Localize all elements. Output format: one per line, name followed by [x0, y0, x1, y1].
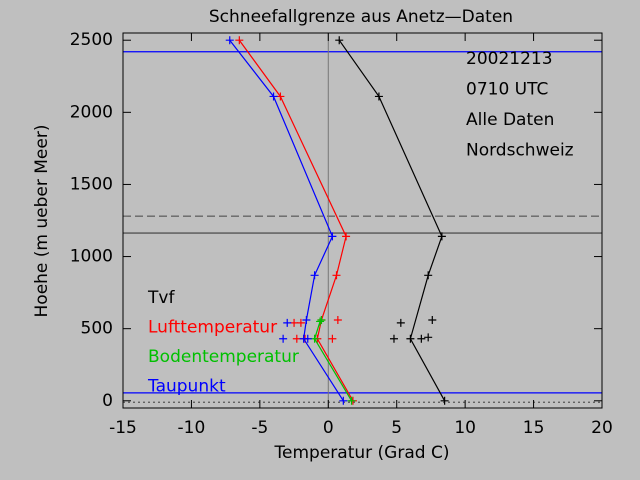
y-axis-label: Hoehe (m ueber Meer): [32, 125, 52, 318]
vertex-marker: [437, 232, 446, 241]
legend-label: Lufttemperatur: [148, 318, 277, 338]
vertex-marker: [335, 36, 344, 45]
point-marker: [296, 318, 305, 327]
y-tick-label: 2000: [70, 102, 113, 122]
y-tick-label: 500: [81, 319, 113, 339]
vertex-marker: [406, 334, 415, 343]
x-tick-label: -5: [251, 418, 268, 438]
vertex-marker: [347, 396, 356, 405]
x-tick-label: 20: [591, 418, 613, 438]
point-marker: [328, 334, 337, 343]
x-tick-label: 0: [323, 418, 334, 438]
x-tick-label: 15: [523, 418, 545, 438]
legend-label: Tvf: [147, 288, 175, 308]
annotation: 0710 UTC: [466, 80, 548, 100]
x-axis-label: Temperatur (Grad C): [274, 443, 450, 463]
annotation: Nordschweiz: [466, 141, 574, 161]
vertex-marker: [225, 36, 234, 45]
legend-label: Taupunkt: [147, 377, 226, 397]
point-marker: [389, 334, 398, 343]
plot-frame: [122, 32, 603, 409]
annotation: Alle Daten: [466, 110, 554, 130]
point-marker: [417, 334, 426, 343]
chart-title: Schneefallgrenze aus Anetz—Daten: [209, 7, 513, 27]
vertex-marker: [332, 271, 341, 280]
y-tick-label: 1000: [70, 247, 113, 267]
annotation: 20021213: [466, 49, 553, 69]
point-marker: [303, 334, 312, 343]
vertex-marker: [310, 271, 319, 280]
x-tick-label: 10: [454, 418, 476, 438]
point-marker: [283, 318, 292, 327]
vertex-marker: [316, 317, 325, 326]
point-marker: [428, 316, 437, 325]
vertex-marker: [342, 232, 351, 241]
y-tick-label: 0: [102, 391, 113, 411]
vertex-marker: [235, 36, 244, 45]
point-marker: [424, 333, 433, 342]
legend-label: Bodentemperatur: [148, 347, 299, 367]
vertex-marker: [310, 334, 319, 343]
vertex-marker: [339, 396, 348, 405]
vertex-marker: [302, 316, 311, 325]
point-marker: [396, 318, 405, 327]
x-tick-label: -15: [109, 418, 137, 438]
point-marker: [290, 318, 299, 327]
point-marker: [333, 316, 342, 325]
x-tick-label: -10: [178, 418, 206, 438]
point-marker: [279, 334, 288, 343]
y-tick-label: 1500: [70, 174, 113, 194]
x-tick-label: 5: [391, 418, 402, 438]
vertex-marker: [328, 232, 337, 241]
vertex-marker: [269, 92, 278, 101]
point-marker: [292, 334, 301, 343]
y-tick-label: 2500: [70, 30, 113, 50]
vertex-marker: [424, 271, 433, 280]
vertex-marker: [440, 396, 449, 405]
series-line: [338, 39, 446, 402]
point-marker: [317, 316, 326, 325]
vertex-marker: [374, 92, 383, 101]
vertex-marker: [276, 92, 285, 101]
